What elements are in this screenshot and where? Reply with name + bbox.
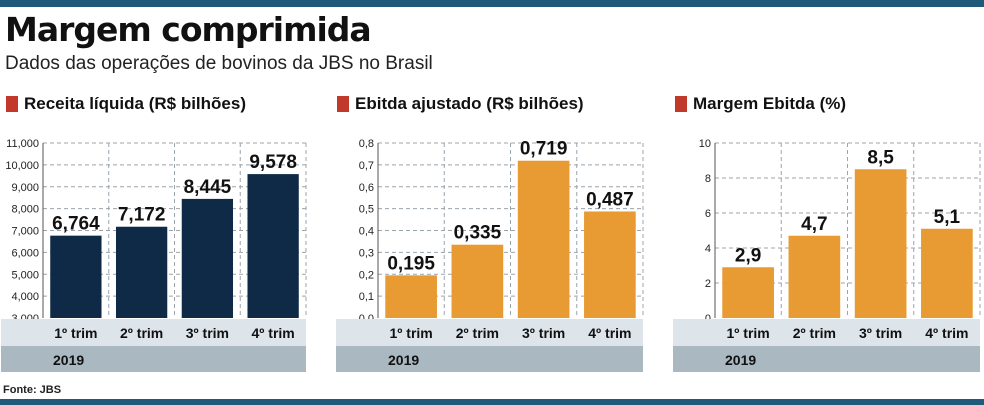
chart-1-marker	[6, 96, 18, 112]
chart-2-year-band	[336, 346, 643, 372]
chart-3-category-label: 1º trim	[727, 325, 770, 341]
chart-3-value-label: 4,7	[801, 214, 827, 235]
chart-1-value-label: 6,764	[52, 214, 100, 235]
chart-3-bar	[788, 235, 841, 318]
page-subtitle: Dados das operações de bovinos da JBS no…	[5, 53, 433, 74]
chart-2-ytick-label: 0,7	[359, 160, 374, 172]
chart-2-ytick-label: 0,4	[359, 226, 374, 238]
chart-1-ytick-label: 9,000	[11, 182, 39, 194]
chart-1-ytick-label: 8,000	[11, 204, 39, 216]
chart-3-ytick-label: 10	[699, 138, 711, 150]
chart-3-category-label: 4º trim	[925, 325, 968, 341]
chart-2-bar	[385, 275, 437, 318]
chart-1-year-label: 2019	[53, 352, 84, 368]
chart-1-category-label: 4º trim	[252, 325, 295, 341]
chart-2-value-label: 0,195	[387, 253, 435, 274]
source-note: Fonte: JBS	[3, 384, 62, 396]
chart-2-category-label: 2º trim	[456, 325, 499, 341]
chart-2-value-label: 0,719	[520, 139, 568, 160]
chart-2-marker	[337, 96, 349, 112]
chart-1-ytick-label: 6,000	[11, 247, 39, 259]
chart-1-category-label: 2º trim	[120, 325, 163, 341]
bottom-rule	[0, 399, 984, 405]
chart-2-title: Ebitda ajustado (R$ bilhões)	[355, 94, 584, 113]
chart-1-bar	[247, 174, 299, 318]
chart-1-ytick-label: 4,000	[11, 291, 39, 303]
chart-3-bar	[722, 267, 774, 318]
chart-3-bar	[854, 169, 907, 318]
chart-1-ytick-label: 11,000	[6, 138, 39, 150]
chart-3-year-band	[673, 346, 980, 372]
chart-2-bar	[584, 211, 636, 318]
chart-3-ytick-label: 4	[705, 243, 711, 255]
chart-3-marker	[675, 96, 687, 112]
chart-1-bar	[115, 226, 168, 318]
chart-1-bar	[50, 235, 102, 318]
chart-3-value-label: 2,9	[735, 245, 761, 266]
chart-1-category-band	[1, 319, 306, 346]
chart-1-ytick-label: 5,000	[11, 269, 39, 281]
chart-1-ytick-label: 7,000	[11, 226, 39, 238]
chart-2-header: Ebitda ajustado (R$ bilhões)	[337, 93, 584, 115]
chart-2-bar	[451, 244, 504, 318]
chart-2-ytick-label: 0,5	[359, 204, 374, 216]
chart-3-category-band	[673, 319, 980, 346]
chart-3-year-label: 2019	[725, 352, 756, 368]
chart-1-category-label: 1º trim	[54, 325, 97, 341]
chart-3-title: Margem Ebitda (%)	[693, 94, 847, 113]
chart-2-bar	[517, 160, 570, 318]
chart-3-ytick-label: 8	[705, 173, 711, 185]
chart-2-ytick-label: 0,2	[359, 269, 374, 281]
chart-1-header: Receita líquida (R$ bilhões)	[6, 93, 246, 115]
chart-1-value-label: 7,172	[118, 205, 166, 226]
chart-3-bar	[921, 228, 973, 318]
chart-2-value-label: 0,487	[586, 189, 634, 210]
chart-1-category-label: 3º trim	[186, 325, 229, 341]
chart-2-ytick-label: 0,3	[359, 247, 374, 259]
chart-3-ytick-label: 2	[705, 278, 711, 290]
chart-2-ytick-label: 0,6	[359, 182, 374, 194]
chart-2-category-label: 3º trim	[522, 325, 565, 341]
chart-3-value-label: 5,1	[934, 207, 961, 228]
chart-2-category-band	[336, 319, 643, 346]
chart-2-year-label: 2019	[388, 352, 419, 368]
chart-1-title: Receita líquida (R$ bilhões)	[24, 94, 246, 113]
top-rule	[0, 0, 984, 7]
chart-2-category-label: 4º trim	[588, 325, 631, 341]
chart-2-ytick-label: 0,1	[359, 291, 374, 303]
chart-3-category-label: 2º trim	[793, 325, 836, 341]
chart-1-bar	[181, 198, 234, 318]
page-title: Margem comprimida	[5, 10, 372, 49]
chart-1-year-band	[1, 346, 306, 372]
chart-2-value-label: 0,335	[454, 223, 502, 244]
chart-2-category-label: 1º trim	[390, 325, 433, 341]
chart-3-value-label: 8,5	[867, 147, 894, 168]
chart-1-value-label: 8,445	[184, 177, 232, 198]
chart-3-header: Margem Ebitda (%)	[675, 93, 846, 115]
chart-2-ytick-label: 0,8	[359, 138, 374, 150]
chart-3-category-label: 3º trim	[859, 325, 902, 341]
chart-1-value-label: 9,578	[249, 152, 297, 173]
chart-1-ytick-label: 10,000	[5, 160, 39, 172]
chart-3-ytick-label: 6	[705, 208, 711, 220]
